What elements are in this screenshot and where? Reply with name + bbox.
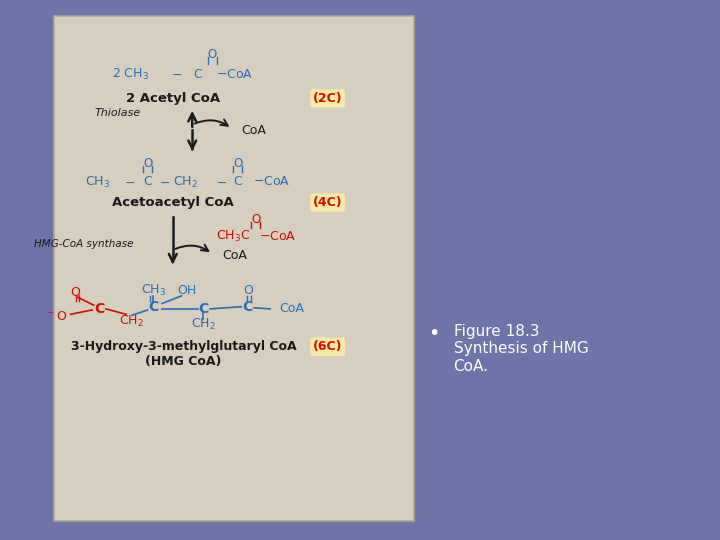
Text: Thiolase: Thiolase <box>94 109 140 118</box>
Text: $-$: $-$ <box>216 176 228 188</box>
Bar <box>54 16 414 521</box>
Text: $-$CoA: $-$CoA <box>259 230 297 243</box>
Text: (4C): (4C) <box>312 196 343 209</box>
Text: (2C): (2C) <box>312 92 343 105</box>
Text: $-$: $-$ <box>158 176 170 188</box>
Text: $-$CoA: $-$CoA <box>253 176 291 188</box>
Text: $-$CoA: $-$CoA <box>216 68 253 81</box>
Text: CoA: CoA <box>222 249 247 262</box>
Text: Acetoacetyl CoA: Acetoacetyl CoA <box>112 196 234 209</box>
Text: C: C <box>233 176 242 188</box>
Text: Figure 18.3
Synthesis of HMG
CoA.: Figure 18.3 Synthesis of HMG CoA. <box>454 324 588 374</box>
Text: CoA: CoA <box>241 124 266 137</box>
Text: CH$_2$: CH$_2$ <box>120 314 144 329</box>
Text: (HMG CoA): (HMG CoA) <box>145 355 222 368</box>
Text: O: O <box>71 286 81 299</box>
Text: C: C <box>198 302 208 316</box>
Text: C: C <box>194 68 202 81</box>
Text: CH$_2$: CH$_2$ <box>191 316 215 332</box>
Text: C: C <box>242 300 252 314</box>
Text: O: O <box>251 213 260 226</box>
Text: 3-Hydroxy-3-methylglutaryl CoA: 3-Hydroxy-3-methylglutaryl CoA <box>71 340 297 353</box>
Text: CH$_3$: CH$_3$ <box>85 174 110 190</box>
Text: C: C <box>148 300 158 314</box>
Text: CH$_3$: CH$_3$ <box>141 283 166 298</box>
Text: $-$: $-$ <box>124 176 135 188</box>
Text: $-$: $-$ <box>171 68 182 81</box>
Text: CoA: CoA <box>279 302 304 315</box>
Text: CH$_2$: CH$_2$ <box>174 174 198 190</box>
Text: (6C): (6C) <box>313 340 342 353</box>
Text: OH: OH <box>178 284 197 297</box>
Text: 2 CH$_3$: 2 CH$_3$ <box>112 67 148 82</box>
Text: HMG-CoA synthase: HMG-CoA synthase <box>34 239 133 249</box>
Text: $^-$O: $^-$O <box>45 310 67 323</box>
Text: O: O <box>243 284 253 297</box>
Text: O: O <box>143 157 152 170</box>
Text: 2 Acetyl CoA: 2 Acetyl CoA <box>126 92 220 105</box>
Text: •: • <box>428 324 440 343</box>
Text: C: C <box>94 302 104 316</box>
Text: O: O <box>208 48 217 60</box>
Text: C: C <box>143 176 152 188</box>
Text: CH$_3$C: CH$_3$C <box>216 229 251 244</box>
Text: O: O <box>233 157 242 170</box>
